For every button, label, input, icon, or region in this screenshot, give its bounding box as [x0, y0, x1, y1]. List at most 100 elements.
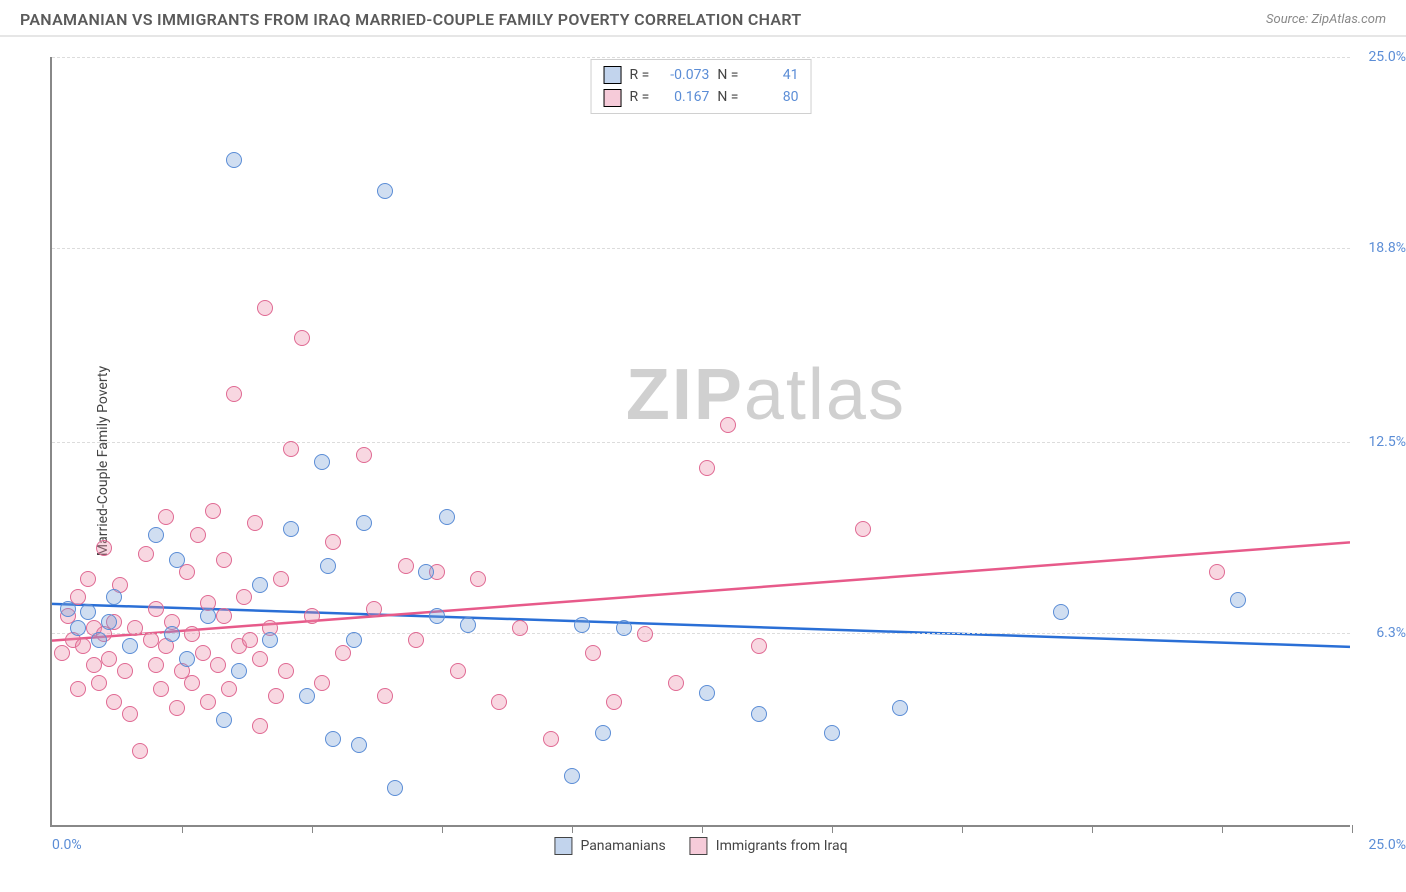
data-point: [70, 681, 86, 697]
data-point: [132, 743, 148, 759]
data-point: [184, 675, 200, 691]
data-point: [252, 718, 268, 734]
x-tick: [832, 825, 833, 833]
chart-container: Married-Couple Family Poverty ZIPatlas R…: [0, 37, 1406, 885]
data-point: [314, 454, 330, 470]
x-tick: [702, 825, 703, 833]
data-point: [699, 685, 715, 701]
data-point: [595, 725, 611, 741]
n-label: N =: [717, 64, 738, 86]
data-point: [564, 768, 580, 784]
data-point: [377, 183, 393, 199]
data-point: [86, 657, 102, 673]
data-point: [216, 552, 232, 568]
series-legend: Panamanians Immigrants from Iraq: [554, 837, 847, 855]
data-point: [106, 589, 122, 605]
y-tick-label: 18.8%: [1368, 240, 1406, 256]
r-label: R =: [630, 86, 650, 108]
watermark-atlas: atlas: [744, 355, 906, 435]
data-point: [96, 540, 112, 556]
data-point: [429, 608, 445, 624]
data-point: [855, 521, 871, 537]
data-point: [122, 706, 138, 722]
data-point: [720, 417, 736, 433]
data-point: [408, 632, 424, 648]
data-point: [190, 527, 206, 543]
data-point: [101, 651, 117, 667]
data-point: [824, 725, 840, 741]
data-point: [117, 663, 133, 679]
data-point: [491, 694, 507, 710]
data-point: [127, 620, 143, 636]
data-point: [210, 657, 226, 673]
r-label: R =: [630, 64, 650, 86]
gridline: [52, 57, 1350, 58]
data-point: [325, 731, 341, 747]
data-point: [169, 552, 185, 568]
data-point: [512, 620, 528, 636]
data-point: [200, 608, 216, 624]
x-tick: [1222, 825, 1223, 833]
legend-item-b: Immigrants from Iraq: [690, 837, 848, 855]
data-point: [101, 614, 117, 630]
data-point: [80, 571, 96, 587]
data-point: [226, 386, 242, 402]
swatch-panamanians: [554, 837, 572, 855]
data-point: [216, 608, 232, 624]
x-tick-start: 0.0%: [52, 837, 82, 853]
y-tick-label: 6.3%: [1376, 625, 1406, 641]
r-value-b: 0.167: [657, 86, 709, 108]
data-point: [314, 675, 330, 691]
data-point: [148, 527, 164, 543]
data-point: [283, 441, 299, 457]
chart-title: PANAMANIAN VS IMMIGRANTS FROM IRAQ MARRI…: [20, 10, 802, 29]
data-point: [91, 632, 107, 648]
legend-label-b: Immigrants from Iraq: [716, 838, 848, 854]
data-point: [200, 694, 216, 710]
data-point: [153, 681, 169, 697]
data-point: [751, 638, 767, 654]
n-label: N =: [717, 86, 738, 108]
data-point: [616, 620, 632, 636]
data-point: [304, 608, 320, 624]
n-value-a: 41: [746, 64, 798, 86]
data-point: [91, 675, 107, 691]
data-point: [1230, 592, 1246, 608]
data-point: [226, 152, 242, 168]
swatch-panamanians: [604, 66, 622, 84]
gridline: [52, 248, 1350, 249]
stats-row-a: R = -0.073 N = 41: [604, 64, 799, 86]
data-point: [418, 564, 434, 580]
source-name: ZipAtlas.com: [1311, 12, 1386, 27]
data-point: [179, 651, 195, 667]
data-point: [574, 617, 590, 633]
data-point: [892, 700, 908, 716]
data-point: [75, 638, 91, 654]
watermark: ZIPatlas: [626, 354, 906, 436]
data-point: [70, 620, 86, 636]
stats-legend: R = -0.073 N = 41 R = 0.167 N = 80: [591, 59, 812, 114]
data-point: [221, 681, 237, 697]
stats-row-b: R = 0.167 N = 80: [604, 86, 799, 108]
x-tick: [312, 825, 313, 833]
data-point: [398, 558, 414, 574]
data-point: [460, 617, 476, 633]
data-point: [543, 731, 559, 747]
data-point: [366, 601, 382, 617]
data-point: [320, 558, 336, 574]
data-point: [158, 509, 174, 525]
data-point: [122, 638, 138, 654]
data-point: [164, 626, 180, 642]
source-prefix: Source:: [1266, 12, 1311, 27]
data-point: [699, 460, 715, 476]
r-value-a: -0.073: [657, 64, 709, 86]
data-point: [273, 571, 289, 587]
data-point: [1209, 564, 1225, 580]
swatch-iraq: [604, 89, 622, 107]
data-point: [439, 509, 455, 525]
data-point: [205, 503, 221, 519]
swatch-iraq: [690, 837, 708, 855]
y-tick-label: 25.0%: [1368, 49, 1406, 65]
x-tick-end: 25.0%: [1368, 837, 1406, 853]
data-point: [387, 780, 403, 796]
